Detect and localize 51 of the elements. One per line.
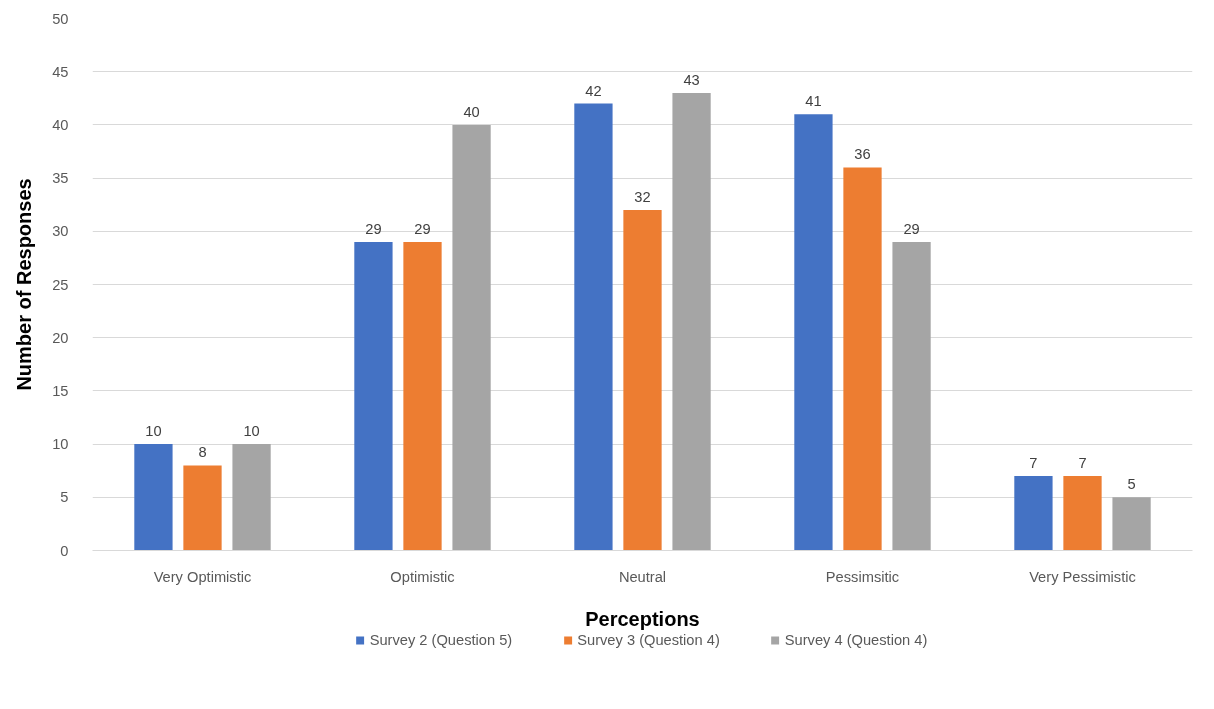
data-label: 36 — [854, 146, 871, 163]
y-tick-label: 15 — [52, 382, 69, 399]
data-label: 7 — [1078, 455, 1087, 472]
bar — [623, 210, 662, 551]
data-label: 7 — [1029, 455, 1038, 472]
bar — [354, 241, 393, 551]
bar — [134, 444, 173, 551]
data-label: 40 — [463, 103, 480, 120]
legend-label: Survey 3 (Question 4) — [577, 632, 720, 648]
y-tick-label: 40 — [52, 116, 69, 133]
y-axis-title: Number of Responses — [13, 178, 36, 391]
y-tick-label: 45 — [52, 63, 69, 80]
bar — [892, 241, 931, 551]
bar — [183, 465, 222, 551]
x-axis-title: Perceptions — [585, 607, 700, 630]
bar — [843, 167, 882, 551]
y-tick-label: 0 — [60, 542, 69, 559]
bar — [1014, 476, 1053, 551]
y-tick-label: 50 — [52, 10, 69, 27]
x-tick-label: Very Optimistic — [153, 568, 252, 585]
x-tick-label: Pessimsitic — [825, 568, 900, 585]
y-tick-label: 20 — [52, 329, 69, 346]
bar — [452, 124, 491, 551]
data-label: 29 — [365, 220, 382, 237]
bar — [672, 92, 711, 551]
data-label: 29 — [414, 220, 431, 237]
bar — [1112, 497, 1151, 551]
bar — [794, 114, 833, 551]
y-tick-label: 5 — [60, 489, 69, 506]
bar — [403, 241, 442, 551]
x-tick-label: Optimistic — [390, 568, 455, 585]
y-tick-label: 30 — [52, 223, 69, 240]
bar — [232, 444, 271, 551]
data-label: 10 — [243, 423, 260, 440]
data-label: 8 — [198, 444, 207, 461]
data-label: 10 — [145, 423, 162, 440]
y-tick-label: 10 — [52, 436, 69, 453]
data-label: 41 — [805, 93, 822, 110]
data-label: 43 — [683, 71, 700, 88]
bar — [574, 103, 613, 551]
x-tick-label: Very Pessimistic — [1029, 568, 1136, 585]
data-label: 29 — [903, 220, 920, 237]
bar — [1063, 476, 1102, 551]
legend-label: Survey 2 (Question 5) — [369, 632, 513, 648]
legend-label: Survey 4 (Question 4) — [784, 632, 928, 648]
data-label: 42 — [585, 82, 602, 99]
data-label: 32 — [634, 189, 651, 206]
y-tick-label: 25 — [52, 276, 69, 293]
x-tick-label: Neutral — [618, 568, 667, 585]
y-tick-label: 35 — [52, 170, 69, 187]
data-label: 5 — [1127, 476, 1136, 493]
